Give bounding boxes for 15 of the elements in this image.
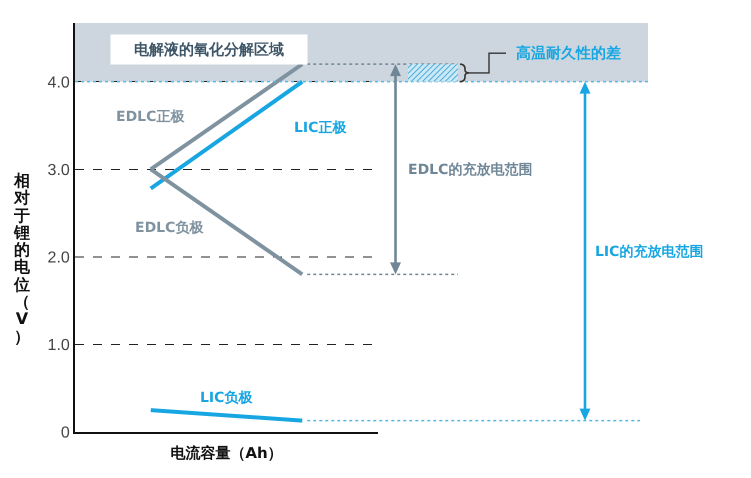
text: 相对于锂的电位（V）: [14, 171, 30, 346]
series-label: LIC负极: [200, 390, 254, 406]
y-tick-label: 3.0: [48, 162, 70, 179]
x-axis-title: 电流容量（Ah）: [170, 444, 283, 462]
text: EDLC的充放电范围: [408, 161, 532, 178]
text: LIC的充放电范围: [595, 243, 704, 260]
series-label: EDLC正极: [116, 109, 186, 125]
y-tick-label: 4.0: [48, 74, 70, 92]
band-label: 电解液的氧化分解区域: [134, 40, 284, 58]
series-label: LIC正极: [294, 120, 348, 136]
y-tick-label: 1.0: [48, 337, 70, 354]
text: 高温耐久性的差: [516, 44, 621, 62]
y-tick-label: 2.0: [48, 249, 70, 266]
y-tick-label: 0: [60, 424, 70, 442]
series-label: EDLC负极: [135, 220, 204, 236]
